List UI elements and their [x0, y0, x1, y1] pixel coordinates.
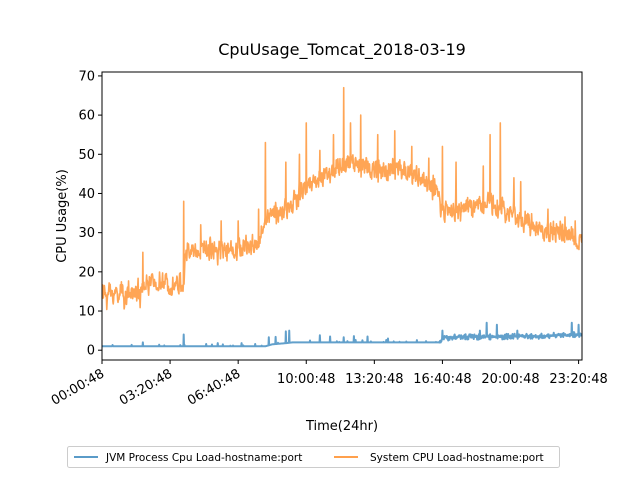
y-axis-label: CPU Usage(%): [55, 169, 70, 263]
series-layer: [102, 86, 582, 348]
y-tick-label: 10: [78, 305, 95, 320]
y-tick-label: 0: [87, 344, 95, 359]
x-tick-label: 20:00:48: [481, 372, 539, 387]
x-tick-label: 13:20:48: [345, 372, 403, 387]
legend-label-system: System CPU Load-hostname:port: [370, 452, 544, 464]
y-tick-label: 30: [78, 226, 95, 241]
series-line-system-cpu-load: [102, 86, 582, 311]
legend-label-jvm: JVM Process Cpu Load-hostname:port: [105, 452, 302, 464]
plot-frame: [101, 71, 583, 361]
x-tick-label: 23:20:48: [549, 372, 607, 387]
y-axis: 0 10 20 30 40 50 60 70: [78, 69, 102, 359]
y-tick-label: 60: [78, 109, 95, 124]
x-axis-label: Time(24hr): [305, 419, 378, 434]
chart-title: CpuUsage_Tomcat_2018-03-19: [218, 40, 466, 60]
y-tick-label: 40: [78, 187, 95, 202]
series-line-jvm-process-cpu-load: [102, 321, 582, 348]
y-tick-label: 70: [78, 69, 95, 84]
legend: JVM Process Cpu Load-hostname:port Syste…: [67, 446, 560, 468]
x-tick-label: 10:00:48: [277, 372, 335, 387]
y-tick-label: 50: [78, 148, 95, 163]
legend-frame: [67, 446, 560, 468]
x-tick-label: 16:40:48: [413, 372, 471, 387]
y-tick-label: 20: [78, 265, 95, 280]
